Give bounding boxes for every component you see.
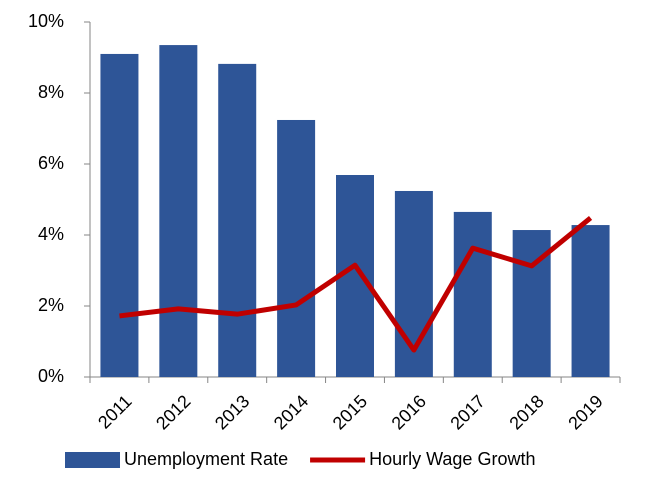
bar — [159, 45, 198, 377]
legend-label: Hourly Wage Growth — [369, 449, 535, 469]
x-tick-label: 2011 — [94, 391, 136, 433]
x-tick-label: 2015 — [329, 391, 371, 433]
x-tick-label: 2013 — [211, 391, 253, 433]
y-tick-label: 10% — [28, 11, 64, 31]
y-tick-label: 6% — [38, 153, 64, 173]
bar — [571, 225, 610, 377]
x-tick-label: 2018 — [505, 391, 547, 433]
x-tick-label: 2017 — [447, 391, 489, 433]
x-tick-label: 2012 — [152, 391, 194, 433]
line — [119, 216, 593, 353]
x-tick-label: 2019 — [564, 391, 606, 433]
y-tick-label: 8% — [38, 82, 64, 102]
bar — [453, 211, 492, 377]
bar — [277, 119, 316, 377]
y-tick-label: 0% — [38, 366, 64, 386]
x-tick-label: 2014 — [270, 391, 312, 433]
bar — [100, 53, 139, 377]
y-tick-label: 2% — [38, 295, 64, 315]
y-tick-label: 4% — [38, 224, 64, 244]
legend-swatch — [65, 452, 120, 468]
x-tick-label: 2016 — [388, 391, 430, 433]
legend-label: Unemployment Rate — [124, 449, 288, 469]
bar — [218, 63, 257, 377]
